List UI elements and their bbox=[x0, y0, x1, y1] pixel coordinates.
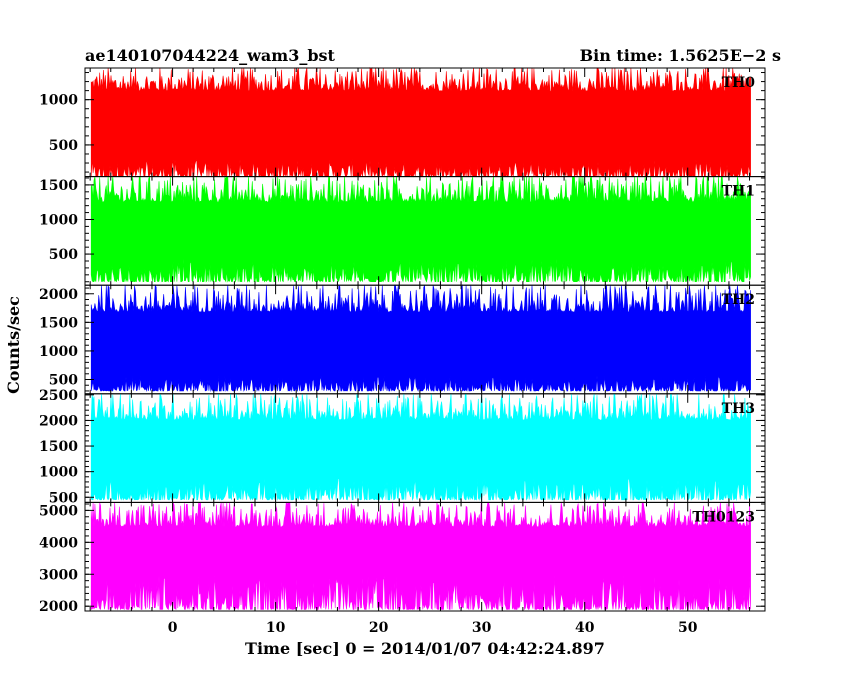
y-tick-label: 1000 bbox=[39, 93, 78, 109]
y-tick-label: 1000 bbox=[39, 212, 78, 228]
y-tick-label: 3000 bbox=[39, 567, 78, 583]
y-tick-label: 500 bbox=[49, 138, 78, 154]
series-th3-line bbox=[90, 393, 751, 501]
y-tick-label: 5000 bbox=[39, 503, 78, 519]
x-tick-label: 20 bbox=[369, 620, 389, 636]
series-th1-line bbox=[90, 175, 751, 283]
y-tick-label: 2000 bbox=[39, 599, 78, 615]
y-tick-label: 500 bbox=[49, 373, 78, 389]
x-axis-label: Time [sec] 0 = 2014/01/07 04:42:24.897 bbox=[245, 639, 605, 658]
panel-label-th0123: TH0123 bbox=[692, 509, 755, 525]
panel-label-th0: TH0 bbox=[722, 75, 756, 91]
y-tick-label: 500 bbox=[49, 490, 78, 506]
panel-label-th3: TH3 bbox=[722, 401, 755, 417]
y-axis-label: Counts/sec bbox=[4, 296, 23, 394]
y-tick-label: 1500 bbox=[39, 315, 78, 331]
panel-th2: 500 1000 1500 2000 TH2 bbox=[39, 284, 766, 395]
y-tick-label: 1500 bbox=[39, 178, 78, 194]
x-axis: 0 10 20 30 40 50 bbox=[168, 620, 698, 636]
panel-frame bbox=[84, 501, 766, 612]
x-tick-label: 10 bbox=[266, 620, 286, 636]
panel-th0123: 2000 3000 4000 5000 TH0123 bbox=[39, 501, 766, 615]
series-th0-line bbox=[90, 66, 751, 178]
x-tick-label: 30 bbox=[472, 620, 492, 636]
bin-time-label: Bin time: 1.5625E−2 s bbox=[580, 46, 781, 65]
y-tick-label: 2500 bbox=[39, 388, 78, 404]
panel-th0: 500 1000 TH0 bbox=[39, 66, 766, 178]
panel-th1: 500 1000 1500 TH1 bbox=[39, 175, 766, 286]
panels-group: 500 1000 TH0 500 1000 1500 TH1 500 1000 1500 2000 T… bbox=[39, 66, 766, 615]
panel-th3: 500 1000 1500 2000 2500 TH3 bbox=[39, 388, 766, 506]
series-th0123-line bbox=[90, 501, 751, 611]
x-tick-label: 40 bbox=[575, 620, 595, 636]
y-tick-label: 1500 bbox=[39, 439, 78, 455]
y-tick-label: 500 bbox=[49, 247, 78, 263]
y-tick-label: 4000 bbox=[39, 535, 78, 551]
y-tick-label: 2000 bbox=[39, 413, 78, 429]
chart-title: ae140107044224_wam3_bst bbox=[85, 46, 336, 65]
y-tick-label: 1000 bbox=[39, 465, 78, 481]
y-tick-label: 1000 bbox=[39, 344, 78, 360]
panel-label-th1: TH1 bbox=[722, 184, 755, 200]
x-tick-label: 0 bbox=[168, 620, 178, 636]
y-tick-label: 2000 bbox=[39, 287, 78, 303]
panel-label-th2: TH2 bbox=[722, 292, 755, 308]
series-th2-line bbox=[90, 284, 751, 393]
x-tick-label: 50 bbox=[678, 620, 698, 636]
